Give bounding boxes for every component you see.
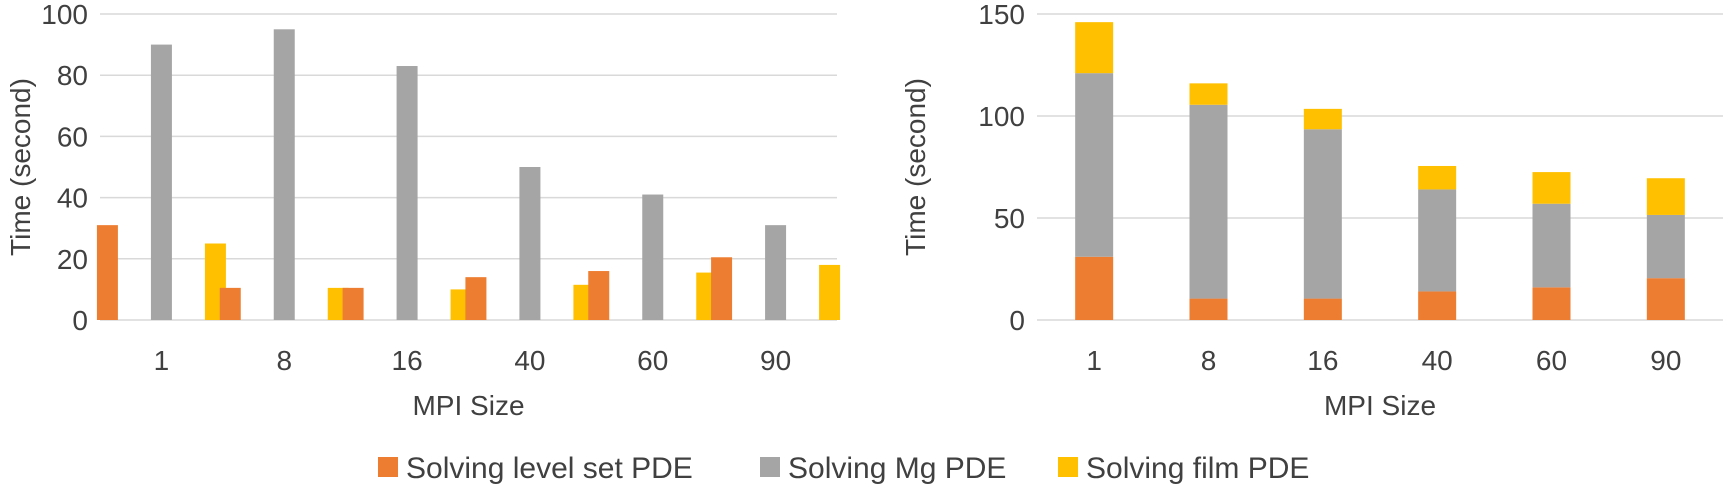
y-tick-label: 150 <box>978 0 1025 30</box>
bar-level-set <box>219 287 241 320</box>
bar-segment-film <box>1646 178 1685 215</box>
y-tick-label: 100 <box>41 0 88 30</box>
y-axis-title: Time (second) <box>5 78 36 256</box>
legend-label: Solving Mg PDE <box>788 452 1006 485</box>
bar-mg <box>765 225 787 320</box>
bar-segment-film <box>1303 108 1342 130</box>
x-tick-label: 1 <box>154 345 170 376</box>
bar-segment-level-set <box>1189 298 1228 320</box>
bar-mg <box>273 29 295 321</box>
x-tick-label: 90 <box>760 345 791 376</box>
legend: Solving level set PDE Solving Mg PDE Solvi… <box>378 452 1309 485</box>
bar-segment-film <box>1189 83 1228 105</box>
legend-label: Solving level set PDE <box>406 452 693 485</box>
bar-segment-mg <box>1418 189 1457 292</box>
legend-label: Solving film PDE <box>1086 452 1309 485</box>
bar-segment-level-set <box>1532 287 1571 320</box>
bar-level-set <box>588 271 610 320</box>
chart-right-stacked-bar: 0 50 100 150 1 8 16 40 60 90 MPI Size Time (second) <box>900 0 1723 421</box>
x-tick-label: 8 <box>1201 345 1217 376</box>
x-tick-label: 60 <box>1536 345 1567 376</box>
legend-swatch-mg <box>760 457 780 477</box>
bar-level-set <box>465 277 487 320</box>
x-tick-label: 40 <box>514 345 545 376</box>
bar-segment-mg <box>1532 203 1571 288</box>
y-tick-label: 0 <box>72 305 88 336</box>
y-tick-label: 0 <box>1009 305 1025 336</box>
bar-segment-film <box>1532 172 1571 204</box>
bar-segment-level-set <box>1303 298 1342 320</box>
bar-level-set <box>711 257 733 320</box>
bar-mg <box>150 44 172 320</box>
bar-level-set <box>342 287 364 320</box>
y-tick-label: 60 <box>57 121 88 152</box>
bar-segment-film <box>1075 22 1114 74</box>
bar-segment-level-set <box>1646 278 1685 320</box>
bar-segment-mg <box>1075 73 1114 257</box>
y-tick-label: 100 <box>978 101 1025 132</box>
legend-swatch-film <box>1058 457 1078 477</box>
chart-left-grouped-bar: 0 20 40 60 80 100 1 8 16 40 60 90 MPI Size Time (seco… <box>5 0 841 421</box>
x-tick-label: 60 <box>637 345 668 376</box>
x-tick-label: 16 <box>1307 345 1338 376</box>
bar-mg <box>519 167 541 320</box>
y-tick-label: 50 <box>994 203 1025 234</box>
bar-mg <box>396 66 418 321</box>
bar-film <box>819 264 841 320</box>
y-tick-label: 20 <box>57 244 88 275</box>
bar-segment-level-set <box>1418 291 1457 320</box>
x-tick-label: 16 <box>392 345 423 376</box>
bar-segment-film <box>1418 165 1457 190</box>
bar-level-set <box>96 225 118 320</box>
legend-swatch-level-set <box>378 457 398 477</box>
y-axis-title: Time (second) <box>900 78 931 256</box>
x-tick-label: 40 <box>1422 345 1453 376</box>
x-axis-title: MPI Size <box>1324 390 1436 421</box>
bar-segment-mg <box>1303 129 1342 299</box>
y-tick-label: 40 <box>57 183 88 214</box>
bar-segment-mg <box>1189 104 1228 299</box>
x-tick-label: 1 <box>1086 345 1102 376</box>
x-tick-label: 90 <box>1650 345 1681 376</box>
y-tick-label: 80 <box>57 60 88 91</box>
x-axis-title: MPI Size <box>412 390 524 421</box>
bar-mg <box>642 194 664 320</box>
bar-segment-level-set <box>1075 256 1114 320</box>
x-tick-label: 8 <box>276 345 292 376</box>
bar-segment-mg <box>1646 214 1685 279</box>
